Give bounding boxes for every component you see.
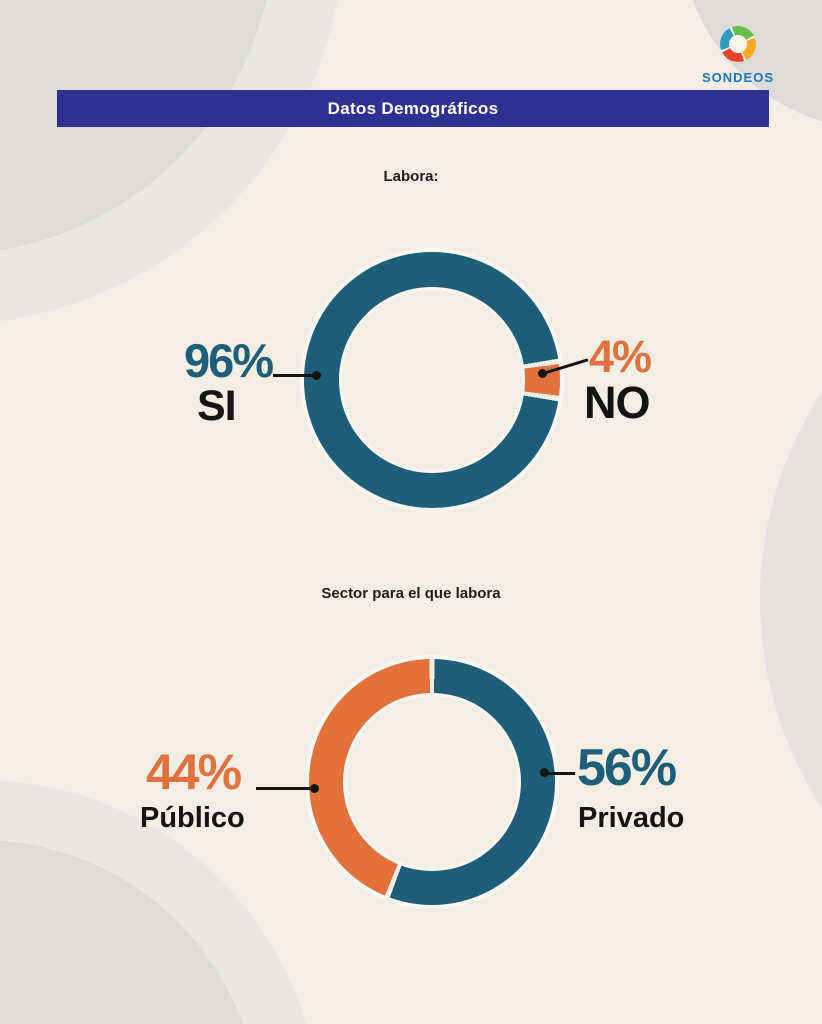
chart-title-labora: Labora: xyxy=(383,168,439,185)
donut-chart-sector xyxy=(309,659,555,905)
donut-chart-labora xyxy=(304,252,560,508)
label-cat-privado: Privado xyxy=(578,802,685,834)
label-pct-si: 96% xyxy=(184,334,274,387)
sondeos-logo-text: SONDEOS xyxy=(701,70,774,85)
leader-dot-si xyxy=(312,371,321,380)
label-pct-no: 4% xyxy=(589,331,652,382)
sondeos-logo: SONDEOS xyxy=(695,26,781,85)
label-pct-publico: 44% xyxy=(146,744,242,800)
leader-line-publico xyxy=(256,787,314,790)
leader-line-privado xyxy=(545,772,575,775)
label-cat-si: SI xyxy=(197,382,237,430)
leader-dot-privado xyxy=(540,768,549,777)
label-pct-privado: 56% xyxy=(577,739,677,797)
leader-dot-no xyxy=(538,369,547,378)
chart-title-sector: Sector para el que labora xyxy=(321,585,501,602)
sondeos-logo-icon xyxy=(720,26,756,62)
leader-dot-publico xyxy=(310,784,319,793)
donut-hole xyxy=(339,287,525,473)
page-title: Datos Demográficos xyxy=(327,98,499,118)
donut-hole xyxy=(343,693,521,871)
label-cat-publico: Público xyxy=(140,802,245,834)
leader-line-si xyxy=(273,374,317,377)
section-title-bar: Datos Demográficos xyxy=(57,90,769,127)
label-cat-no: NO xyxy=(584,377,650,428)
sondeos-logo-hole xyxy=(729,35,747,53)
